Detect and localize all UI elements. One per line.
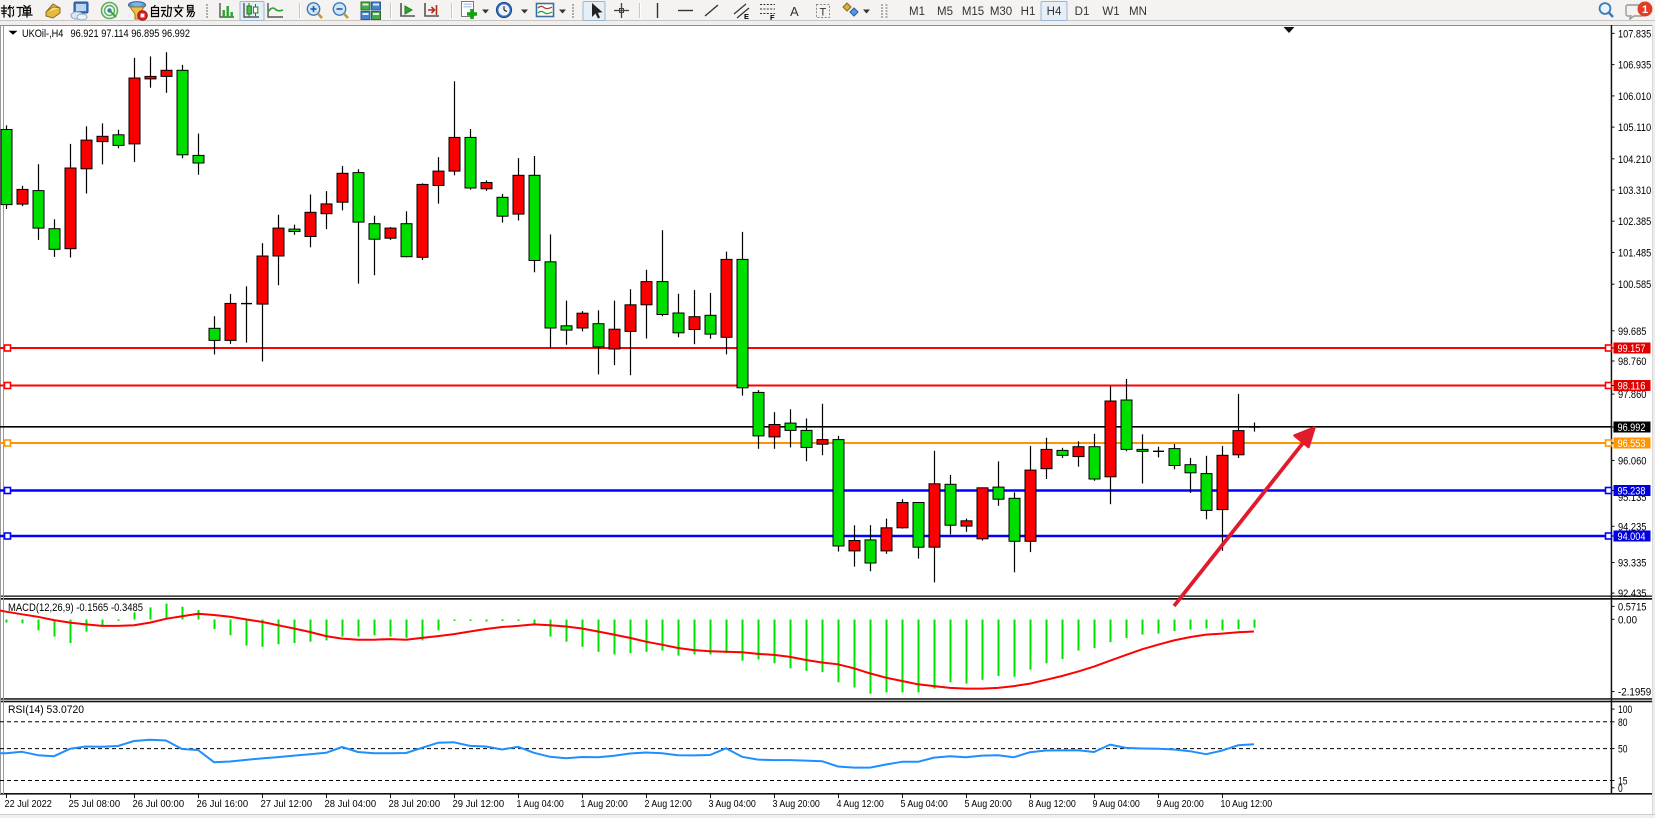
svg-text:102.385: 102.385 xyxy=(1618,216,1651,228)
svg-text:RSI(14) 53.0720: RSI(14) 53.0720 xyxy=(8,704,84,716)
svg-text:80: 80 xyxy=(1618,717,1628,729)
svg-text:94.235: 94.235 xyxy=(1618,521,1646,533)
svg-text:10 Aug 12:00: 10 Aug 12:00 xyxy=(1221,798,1273,810)
svg-text:MACD(12,26,9) -0.1565 -0.3485: MACD(12,26,9) -0.1565 -0.3485 xyxy=(8,602,143,614)
svg-text:101.485: 101.485 xyxy=(1618,248,1651,260)
svg-text:26 Jul 16:00: 26 Jul 16:00 xyxy=(197,798,249,810)
svg-text:15: 15 xyxy=(1618,776,1628,788)
svg-text:5 Aug 20:00: 5 Aug 20:00 xyxy=(965,798,1012,810)
svg-text:27 Jul 12:00: 27 Jul 12:00 xyxy=(261,798,313,810)
svg-text:98.116: 98.116 xyxy=(1618,380,1646,392)
svg-text:95.238: 95.238 xyxy=(1618,485,1646,497)
svg-text:104.210: 104.210 xyxy=(1618,154,1651,166)
svg-text:UKOil-,H4 96.921 97.114 96.89: UKOil-,H4 96.921 97.114 96.895 96.992 xyxy=(22,28,190,40)
svg-text:1 Aug 04:00: 1 Aug 04:00 xyxy=(517,798,564,810)
svg-text:D1: D1 xyxy=(1075,6,1090,18)
svg-text:-2.1959: -2.1959 xyxy=(1618,687,1651,699)
svg-text:28 Jul 20:00: 28 Jul 20:00 xyxy=(389,798,441,810)
svg-text:W1: W1 xyxy=(1102,6,1119,18)
svg-text:106.935: 106.935 xyxy=(1618,60,1651,72)
svg-text:E: E xyxy=(744,12,749,21)
svg-text:26 Jul 00:00: 26 Jul 00:00 xyxy=(133,798,185,810)
svg-text:96.060: 96.060 xyxy=(1618,456,1646,468)
svg-text:M5: M5 xyxy=(937,6,953,18)
svg-text:0.00: 0.00 xyxy=(1618,614,1637,626)
svg-text:M15: M15 xyxy=(962,6,984,18)
svg-text:106.010: 106.010 xyxy=(1618,91,1651,103)
svg-text:100.585: 100.585 xyxy=(1618,279,1651,291)
svg-text:F: F xyxy=(770,13,775,22)
svg-text:107.835: 107.835 xyxy=(1618,28,1651,40)
svg-text:H4: H4 xyxy=(1047,6,1062,18)
svg-text:1 Aug 20:00: 1 Aug 20:00 xyxy=(581,798,628,810)
svg-text:H1: H1 xyxy=(1021,6,1036,18)
svg-text:99.685: 99.685 xyxy=(1618,326,1646,338)
svg-text:5 Aug 04:00: 5 Aug 04:00 xyxy=(901,798,948,810)
svg-text:9 Aug 20:00: 9 Aug 20:00 xyxy=(1157,798,1204,810)
svg-text:0.5715: 0.5715 xyxy=(1618,601,1646,613)
svg-text:0: 0 xyxy=(1618,783,1623,795)
svg-text:97.860: 97.860 xyxy=(1618,389,1646,401)
svg-text:99.157: 99.157 xyxy=(1618,343,1646,355)
svg-text:105.110: 105.110 xyxy=(1618,122,1651,134)
svg-text:98.760: 98.760 xyxy=(1618,356,1646,368)
svg-text:94.004: 94.004 xyxy=(1618,531,1646,543)
svg-text:2 Aug 12:00: 2 Aug 12:00 xyxy=(645,798,692,810)
svg-text:96.992: 96.992 xyxy=(1618,422,1646,434)
svg-text:9 Aug 04:00: 9 Aug 04:00 xyxy=(1093,798,1140,810)
svg-text:M1: M1 xyxy=(909,6,925,18)
svg-text:M30: M30 xyxy=(990,6,1012,18)
svg-text:3 Aug 04:00: 3 Aug 04:00 xyxy=(709,798,756,810)
svg-text:3 Aug 20:00: 3 Aug 20:00 xyxy=(773,798,820,810)
svg-text:1: 1 xyxy=(1642,4,1648,16)
svg-text:25 Jul 08:00: 25 Jul 08:00 xyxy=(69,798,121,810)
svg-text:22 Jul 2022: 22 Jul 2022 xyxy=(5,798,52,810)
svg-text:93.335: 93.335 xyxy=(1618,558,1646,570)
svg-text:28 Jul 04:00: 28 Jul 04:00 xyxy=(325,798,377,810)
svg-text:T: T xyxy=(820,7,827,19)
svg-text:A: A xyxy=(790,4,799,19)
svg-text:100: 100 xyxy=(1618,704,1632,716)
svg-text:MN: MN xyxy=(1129,6,1147,18)
svg-text:96.553: 96.553 xyxy=(1618,438,1646,450)
svg-text:8 Aug 12:00: 8 Aug 12:00 xyxy=(1029,798,1076,810)
svg-text:29 Jul 12:00: 29 Jul 12:00 xyxy=(453,798,505,810)
svg-text:50: 50 xyxy=(1618,744,1628,756)
svg-text:103.310: 103.310 xyxy=(1618,185,1651,197)
svg-text:92.435: 92.435 xyxy=(1618,588,1646,600)
svg-text:4 Aug 12:00: 4 Aug 12:00 xyxy=(837,798,884,810)
